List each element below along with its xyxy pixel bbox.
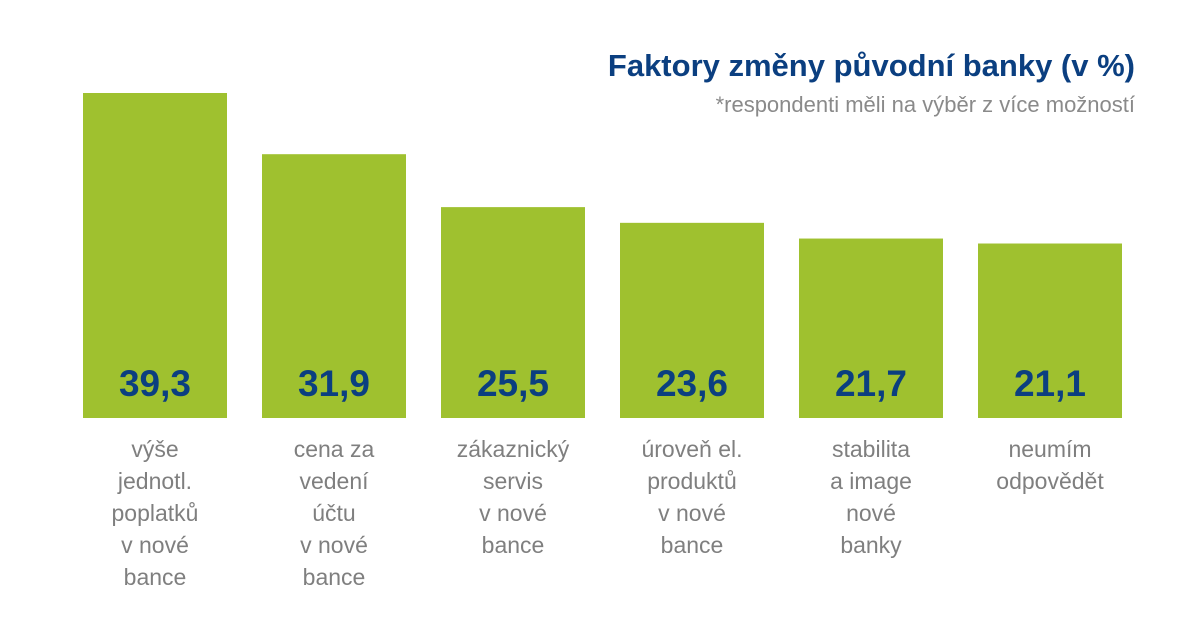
category-label-line: a image <box>830 468 912 494</box>
bar <box>799 238 943 418</box>
bar <box>620 222 764 418</box>
category-label-line: bance <box>661 532 724 558</box>
bars-layer <box>83 93 1122 418</box>
category-label-line: cena za <box>294 436 375 462</box>
chart-subtitle: *respondenti měli na výběr z více možnos… <box>716 92 1135 117</box>
bar-value-label: 21,7 <box>835 363 907 404</box>
category-label-line: v nové <box>121 532 189 558</box>
value-labels-layer: 39,3 31,9 25,5 23,6 21,7 21,1 <box>119 363 1086 404</box>
category-label-line: nové <box>846 500 896 526</box>
category-label-line: vedení <box>299 468 369 494</box>
category-label-line: bance <box>124 564 187 590</box>
category-label-line: účtu <box>312 500 355 526</box>
category-label-line: produktů <box>647 468 737 494</box>
category-label-line: odpovědět <box>996 468 1104 494</box>
category-label: výše jednotl. poplatků v nové bance <box>112 436 199 590</box>
bar <box>262 154 406 418</box>
bar-value-label: 21,1 <box>1014 363 1086 404</box>
category-label: zákaznický servis v nové bance <box>457 436 570 558</box>
bar-value-label: 23,6 <box>656 363 728 404</box>
category-label: neumím odpovědět <box>996 436 1104 494</box>
bar-value-label: 25,5 <box>477 363 549 404</box>
category-label-line: banky <box>840 532 902 558</box>
category-label-line: servis <box>483 468 543 494</box>
bar-value-label: 31,9 <box>298 363 370 404</box>
category-label-line: úroveň el. <box>641 436 742 462</box>
category-label-line: v nové <box>658 500 726 526</box>
bar <box>83 93 227 418</box>
chart-title: Faktory změny původní banky (v %) <box>608 48 1135 83</box>
category-label-line: neumím <box>1008 436 1091 462</box>
category-label-line: v nové <box>479 500 547 526</box>
category-labels-layer: výše jednotl. poplatků v nové bance cena za ve… <box>112 436 1105 590</box>
category-label-line: stabilita <box>832 436 910 462</box>
category-label-line: bance <box>303 564 366 590</box>
category-label-line: poplatků <box>112 500 199 526</box>
category-label-line: jednotl. <box>117 468 192 494</box>
category-label-line: zákaznický <box>457 436 570 462</box>
category-label: úroveň el. produktů v nové bance <box>641 436 742 558</box>
category-label: cena za vedení účtu v nové bance <box>294 436 375 590</box>
category-label-line: výše <box>131 436 178 462</box>
category-label-line: bance <box>482 532 545 558</box>
bar <box>978 243 1122 418</box>
category-label-line: v nové <box>300 532 368 558</box>
bar-value-label: 39,3 <box>119 363 191 404</box>
bar <box>441 207 585 418</box>
category-label: stabilita a image nové banky <box>830 436 912 558</box>
